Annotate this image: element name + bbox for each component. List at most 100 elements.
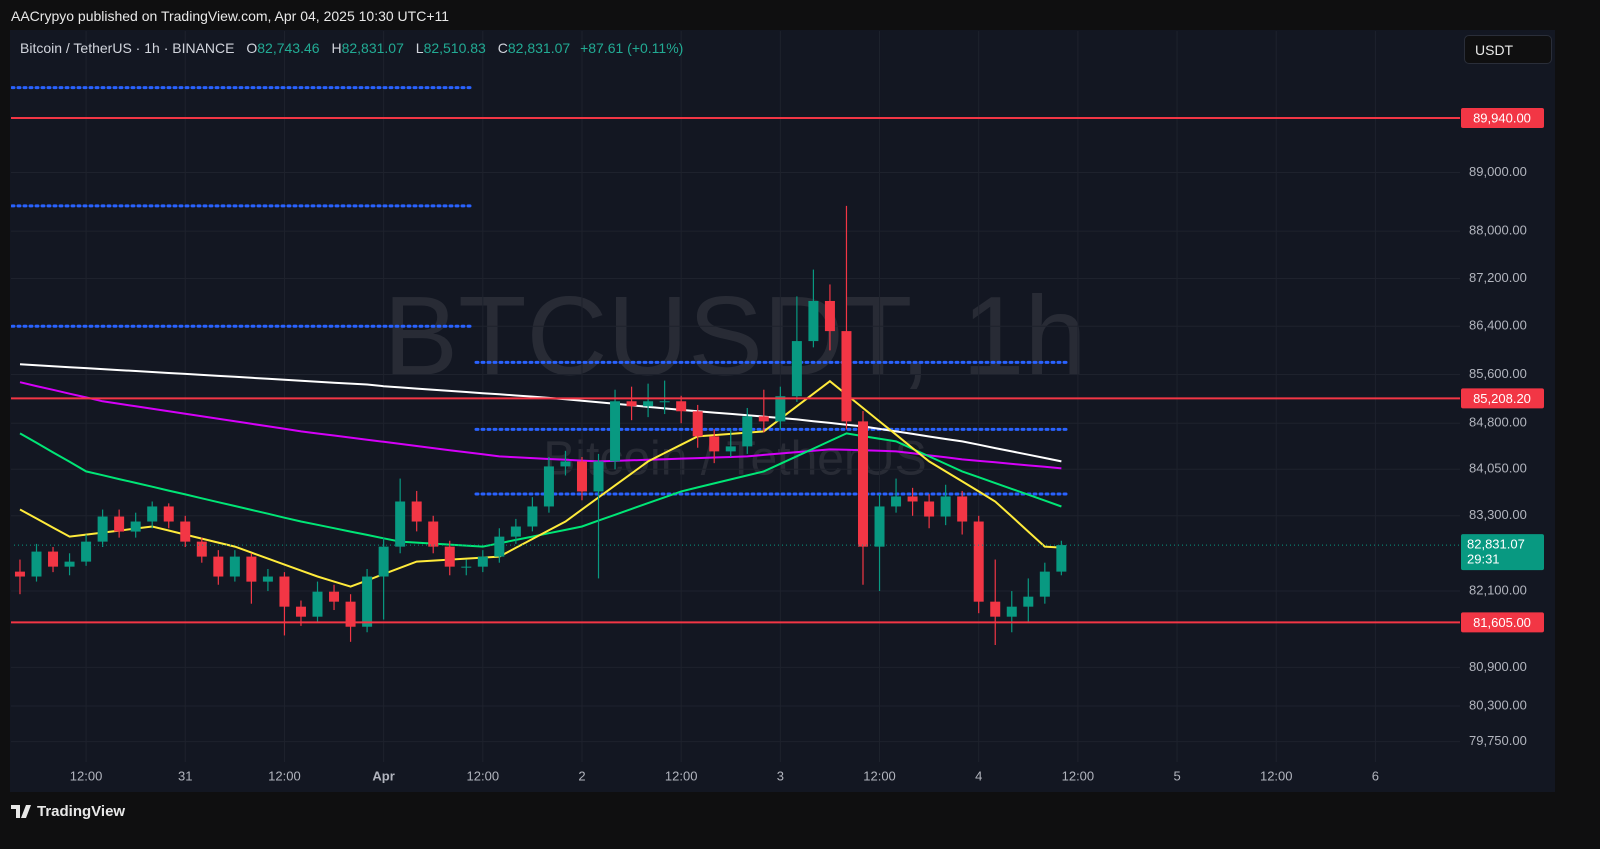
candle-body [312, 591, 323, 617]
candle-body [213, 556, 224, 577]
candle-body [97, 516, 108, 542]
high-key: H [331, 40, 342, 56]
candle-body [874, 506, 885, 547]
candle-body [246, 556, 257, 582]
candle-body [196, 541, 207, 557]
candle-body [329, 591, 340, 602]
level-label-box [1461, 388, 1544, 409]
candle-body [477, 556, 488, 567]
candle-body [676, 401, 687, 412]
candle-body [576, 461, 587, 492]
candle-body [229, 556, 240, 577]
candle-body [362, 576, 373, 627]
level-label-box [1461, 612, 1544, 633]
candle-body [48, 551, 59, 567]
candle-body [494, 536, 505, 557]
candle-body [279, 576, 290, 607]
candle-body [262, 576, 273, 582]
candle-body [841, 331, 852, 422]
candle-body [725, 446, 736, 452]
moving-average [19, 379, 1062, 588]
candle-body [692, 411, 703, 437]
brand-footer: TradingView [11, 803, 125, 820]
y-tick-label: 87,200.00 [1469, 270, 1527, 285]
candle-body [643, 401, 654, 407]
candle-body [295, 606, 306, 617]
candle-body [857, 421, 868, 547]
candle-body [31, 551, 42, 577]
candle-body [395, 501, 406, 547]
y-tick-label: 85,600.00 [1469, 366, 1527, 381]
y-tick-label: 83,300.00 [1469, 507, 1527, 522]
candle-body [610, 401, 621, 462]
moving-average [19, 363, 1062, 463]
candle-body [114, 516, 125, 532]
y-tick-label: 89,000.00 [1469, 164, 1527, 179]
candle-body [593, 461, 604, 492]
candle-body [1039, 571, 1050, 597]
y-tick-label: 84,800.00 [1469, 415, 1527, 430]
candle-body [758, 416, 769, 422]
close-key: C [497, 40, 508, 56]
symbol: Bitcoin / TetherUS · 1h · BINANCE [20, 40, 235, 56]
candle-body [626, 401, 637, 407]
x-tick-label: 4 [975, 768, 982, 783]
last-price-label: 82,831.07 [1467, 537, 1525, 552]
y-tick-label: 80,300.00 [1469, 697, 1527, 712]
y-tick-label: 80,900.00 [1469, 659, 1527, 674]
x-tick-label: 12:00 [1260, 768, 1293, 783]
candle-body [428, 521, 439, 547]
open-key: O [246, 40, 258, 56]
candle-body [81, 541, 92, 562]
candle-body [378, 546, 389, 577]
candle-body [527, 506, 538, 527]
candle-body [444, 546, 455, 567]
x-tick-label: 31 [178, 768, 192, 783]
y-tick-label: 79,750.00 [1469, 733, 1527, 748]
candle-body [543, 466, 554, 507]
y-tick-label: 82,100.00 [1469, 582, 1527, 597]
x-tick-label: 12:00 [665, 768, 698, 783]
brand-logo [11, 805, 31, 818]
y-tick-label: 84,050.00 [1469, 461, 1527, 476]
low-value: 82,510.83 [423, 40, 486, 56]
candle-body [510, 526, 521, 537]
x-tick-label: 12:00 [1062, 768, 1095, 783]
candle-body [957, 496, 968, 522]
x-tick-label: 12:00 [268, 768, 301, 783]
candle-body [775, 396, 786, 422]
candle-body [907, 496, 918, 502]
candle-body [1006, 606, 1017, 617]
candle-body [461, 566, 472, 568]
last-price-box [1461, 534, 1544, 571]
level-label-box [1461, 108, 1544, 129]
low-key: L [415, 40, 424, 56]
candle-body [560, 461, 571, 467]
candle-body [14, 571, 25, 577]
candle-body [808, 300, 819, 342]
candle-body [163, 506, 174, 522]
high-value: 82,831.07 [341, 40, 404, 56]
candle-body [1023, 596, 1034, 607]
x-tick-label: 12:00 [467, 768, 500, 783]
change-value: +87.61 (+0.11%) [580, 40, 684, 56]
x-tick-label: 6 [1372, 768, 1379, 783]
x-tick-label: 12:00 [863, 768, 896, 783]
x-tick-label: Apr [372, 768, 394, 783]
candle-body [1056, 545, 1067, 572]
publish-note: AACrypyo published on TradingView.com, A… [11, 8, 450, 24]
candle-body [924, 501, 935, 517]
x-tick-label: 2 [578, 768, 585, 783]
axes: 89,000.00 88,000.00 87,200.00 86,400.00 85,6… [70, 108, 1544, 783]
candle-body [709, 436, 720, 452]
candle-body [990, 601, 1001, 617]
brand-name: TradingView [37, 803, 126, 820]
x-tick-label: 3 [777, 768, 784, 783]
y-tick-label: 86,400.00 [1469, 318, 1527, 333]
candle-body [130, 521, 141, 532]
currency-button[interactable]: USDT [1464, 35, 1552, 64]
candle-body [345, 601, 356, 627]
candle-body [824, 300, 835, 332]
